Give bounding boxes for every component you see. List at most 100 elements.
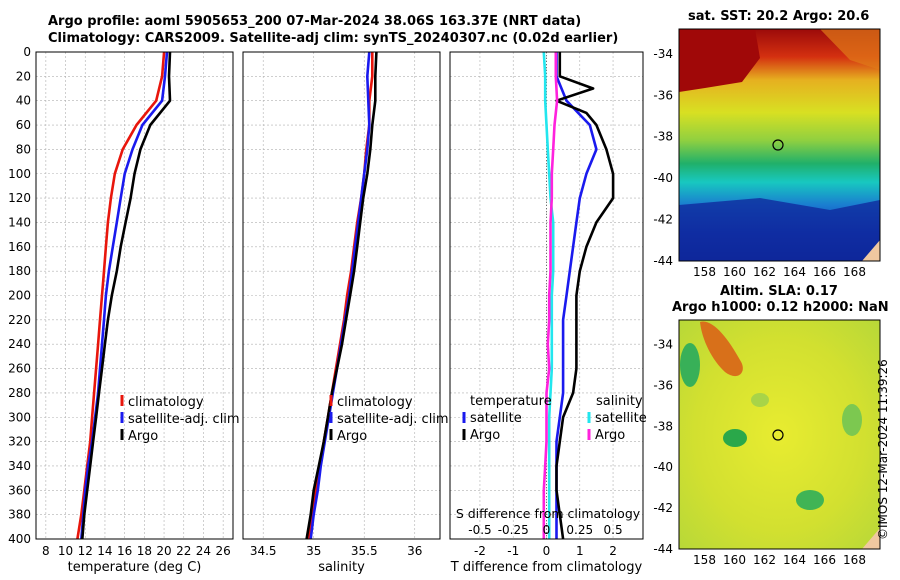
y-tick-label: 180 <box>8 264 31 278</box>
lat-tick-label: -38 <box>653 419 673 433</box>
x-axis-label: salinity <box>318 560 365 575</box>
y-tick-label: 160 <box>8 240 31 254</box>
x-tick-label: 8 <box>42 544 50 558</box>
y-tick-label: 400 <box>8 532 31 546</box>
x-tick-label: 1 <box>576 544 584 558</box>
sst-land <box>862 240 880 261</box>
sst-cold-water <box>679 198 880 261</box>
lat-tick-label: -36 <box>653 88 673 102</box>
sla-low-anomaly-3 <box>796 490 824 510</box>
y-tick-label: 220 <box>8 313 31 327</box>
sla-low-anomaly-2 <box>680 343 700 387</box>
series-line-salinity-satellite <box>542 51 555 539</box>
y-tick-label: 20 <box>16 69 31 83</box>
y-tick-label: 140 <box>8 215 31 229</box>
sst-axes: 158 160 162 164 166 168 -34 -36 -38 -40 -42 -44 <box>653 47 866 279</box>
legend-label: satellite-adj. clim <box>337 412 449 427</box>
x-tick-label: 2 <box>609 544 617 558</box>
sst-float-marker <box>772 139 784 151</box>
sla-map: 158 160 162 164 166 168 -34 -36 -38 -40 -42 -44 <box>653 319 881 567</box>
lat-tick-label: -34 <box>653 47 673 61</box>
lon-tick-label: 158 <box>693 553 716 567</box>
y-tick-label: 80 <box>16 142 31 156</box>
sla-axes: 158 160 162 164 166 168 -34 -36 -38 -40 -42 -44 <box>653 338 866 567</box>
lon-tick-label: 164 <box>783 553 806 567</box>
sst-warm-core <box>679 29 760 92</box>
y-tick-label: 280 <box>8 386 31 400</box>
lon-tick-label: 162 <box>753 265 776 279</box>
lon-tick-label: 162 <box>753 553 776 567</box>
sla-float-marker <box>772 429 784 441</box>
legend-label: Argo <box>595 428 625 443</box>
y-tick-label: 360 <box>8 483 31 497</box>
legend-title-temperature: temperature <box>470 394 552 409</box>
x-tick-label: 26 <box>216 544 231 558</box>
x-tick-label: 12 <box>78 544 93 558</box>
x-tick-label: 16 <box>117 544 132 558</box>
x-tick-label: 14 <box>97 544 112 558</box>
legend-label: climatology <box>337 395 413 410</box>
lat-tick-label: -42 <box>653 501 673 515</box>
sla-land <box>862 528 880 549</box>
y-tick-label: 260 <box>8 362 31 376</box>
y-tick-label: 60 <box>16 118 31 132</box>
y-tick-label: 320 <box>8 435 31 449</box>
sla-map-title-2: Argo h1000: 0.12 h2000: NaN <box>672 300 889 315</box>
salinity-panel: 34.5 35 35.5 36 salinity climatology satellite… <box>242 51 449 575</box>
x-tick-label: 22 <box>176 544 191 558</box>
x-axis-label: T difference from climatology <box>450 560 643 575</box>
secondary-x-tick-label: 0.25 <box>566 523 593 537</box>
secondary-x-tick-label: -0.25 <box>498 523 529 537</box>
x-tick-label: 24 <box>196 544 211 558</box>
series-line-salinity-argo <box>542 52 559 539</box>
secondary-x-tick-label: 0 <box>543 523 551 537</box>
y-tick-label: 40 <box>16 94 31 108</box>
x-tick-label: 0 <box>543 544 551 558</box>
y-tick-label: 300 <box>8 410 31 424</box>
legend-label: climatology <box>128 395 204 410</box>
x-tick-label: 35 <box>306 544 321 558</box>
x-tick-label: 20 <box>156 544 171 558</box>
lon-tick-label: 168 <box>843 265 866 279</box>
x-tick-label: 35.5 <box>351 544 378 558</box>
series-line-satellite-adj-clim <box>80 51 169 540</box>
secondary-x-tick-label: -0.5 <box>468 523 491 537</box>
y-tick-label: 340 <box>8 459 31 473</box>
sla-low-anomaly-5 <box>751 393 769 407</box>
y-tick-label: 200 <box>8 289 31 303</box>
panel-frame <box>449 51 644 540</box>
lat-tick-label: -36 <box>653 378 673 392</box>
title-line-1: Argo profile: aoml 5905653_200 07-Mar-20… <box>48 14 582 29</box>
difference-panel: -2 -1 0 1 2 T difference from climatology temp… <box>449 51 647 575</box>
lon-tick-label: 160 <box>723 553 746 567</box>
lon-tick-label: 166 <box>813 553 836 567</box>
lat-tick-label: -40 <box>653 460 673 474</box>
lon-tick-label: 160 <box>723 265 746 279</box>
x-tick-label: 10 <box>58 544 73 558</box>
x-tick-label: -1 <box>507 544 519 558</box>
legend-title-salinity: salinity <box>596 394 643 409</box>
sla-map-frame <box>678 319 881 550</box>
secondary-axis-label: S difference from climatology <box>456 506 641 521</box>
sst-warm-patch <box>820 29 880 70</box>
x-tick-label: 34.5 <box>250 544 277 558</box>
timestamp-stamp: ©IMOS 12-Mar-2024 11:39:26 <box>876 359 890 540</box>
lat-tick-label: -42 <box>653 213 673 227</box>
lon-tick-label: 158 <box>693 265 716 279</box>
lon-tick-label: 164 <box>783 265 806 279</box>
legend-label: satellite <box>595 411 647 426</box>
lat-tick-label: -44 <box>653 254 673 268</box>
sla-map-title-1: Altim. SLA: 0.17 <box>720 284 838 299</box>
legend-label: Argo <box>337 429 367 444</box>
lat-tick-label: -44 <box>653 542 673 556</box>
sla-low-anomaly-4 <box>842 404 862 436</box>
x-tick-label: -2 <box>474 544 486 558</box>
y-tick-label: 100 <box>8 167 31 181</box>
sst-map: 158 160 162 164 166 168 -34 -36 -38 -40 -42 -44 <box>653 28 881 279</box>
lon-tick-label: 166 <box>813 265 836 279</box>
panel-frame <box>242 51 441 540</box>
series-line-argo <box>81 51 172 540</box>
y-tick-label: 240 <box>8 337 31 351</box>
series-line-temperature-argo <box>555 52 615 540</box>
sla-low-anomaly-1 <box>723 429 747 447</box>
